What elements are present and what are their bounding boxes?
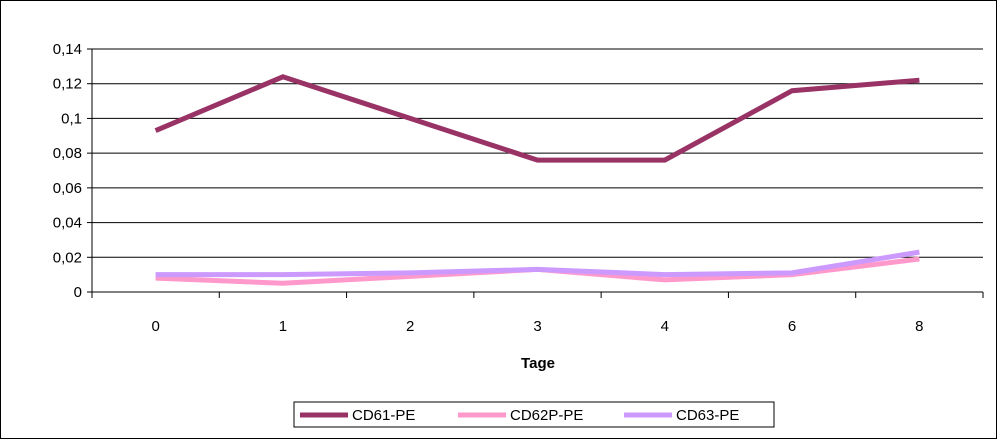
y-axis-ticks: 0 0,02 0,04 0,06 0,08 0,1 0,12 0,14 xyxy=(53,41,92,301)
grid-lines xyxy=(92,48,983,258)
series-lines xyxy=(154,74,920,286)
x-tick-label: 4 xyxy=(661,318,669,335)
x-tick-label: 6 xyxy=(788,318,796,335)
x-tick-label: 8 xyxy=(915,318,923,335)
x-tick-label: 0 xyxy=(151,318,159,335)
y-tick-label: 0 xyxy=(74,284,82,301)
y-tick-label: 0,08 xyxy=(53,145,82,162)
y-tick-label: 0,1 xyxy=(61,110,82,127)
y-tick-label: 0,06 xyxy=(53,180,82,197)
y-tick-label: 0,12 xyxy=(53,76,82,93)
series-line-cd61-pe xyxy=(154,74,920,163)
x-tick-label: 2 xyxy=(406,318,414,335)
y-tick-label: 0,14 xyxy=(53,41,82,58)
legend-label: CD63-PE xyxy=(676,407,739,424)
y-tick-label: 0,04 xyxy=(53,215,82,232)
x-tick-label: 3 xyxy=(533,318,541,335)
axes xyxy=(91,49,983,293)
y-tick-label: 0,02 xyxy=(53,249,82,266)
x-tick-label: 1 xyxy=(279,318,287,335)
legend-label: CD62P-PE xyxy=(510,407,583,424)
x-axis-label: Tage xyxy=(521,355,555,372)
legend-label: CD61-PE xyxy=(352,407,415,424)
x-axis-ticks: 0 1 2 3 4 6 8 xyxy=(91,292,984,335)
series-line-cd63-pe xyxy=(155,249,920,278)
legend-box xyxy=(293,401,775,428)
legend: CD61-PE CD62P-PE CD63-PE xyxy=(293,401,775,428)
